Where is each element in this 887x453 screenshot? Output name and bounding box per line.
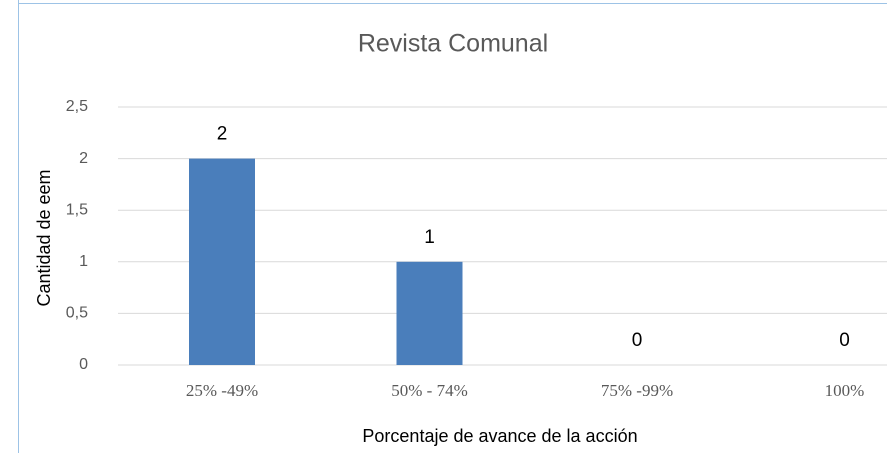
data-label: 0	[632, 330, 643, 351]
y-axis-label: Cantidad de eem	[34, 169, 54, 306]
x-tick-label: 100%	[825, 381, 865, 400]
bar	[189, 158, 255, 365]
x-tick-label: 25% -49%	[186, 381, 258, 400]
y-tick-label: 1	[79, 253, 88, 270]
data-label: 2	[217, 124, 228, 145]
data-label: 0	[839, 330, 850, 351]
x-tick-label: 50% - 74%	[391, 381, 467, 400]
data-label: 1	[424, 227, 435, 248]
y-tick-label: 0,5	[66, 305, 88, 322]
bar	[396, 261, 463, 365]
x-tick-label: 75% -99%	[601, 381, 673, 400]
y-tick-label: 1,5	[66, 201, 88, 218]
x-axis-label: Porcentaje de avance de la acción	[362, 426, 637, 446]
y-tick-label: 2	[79, 150, 88, 167]
y-tick-label: 2,5	[66, 98, 88, 115]
y-tick-label: 0	[79, 356, 88, 373]
chart-title: Revista Comunal	[358, 30, 548, 58]
